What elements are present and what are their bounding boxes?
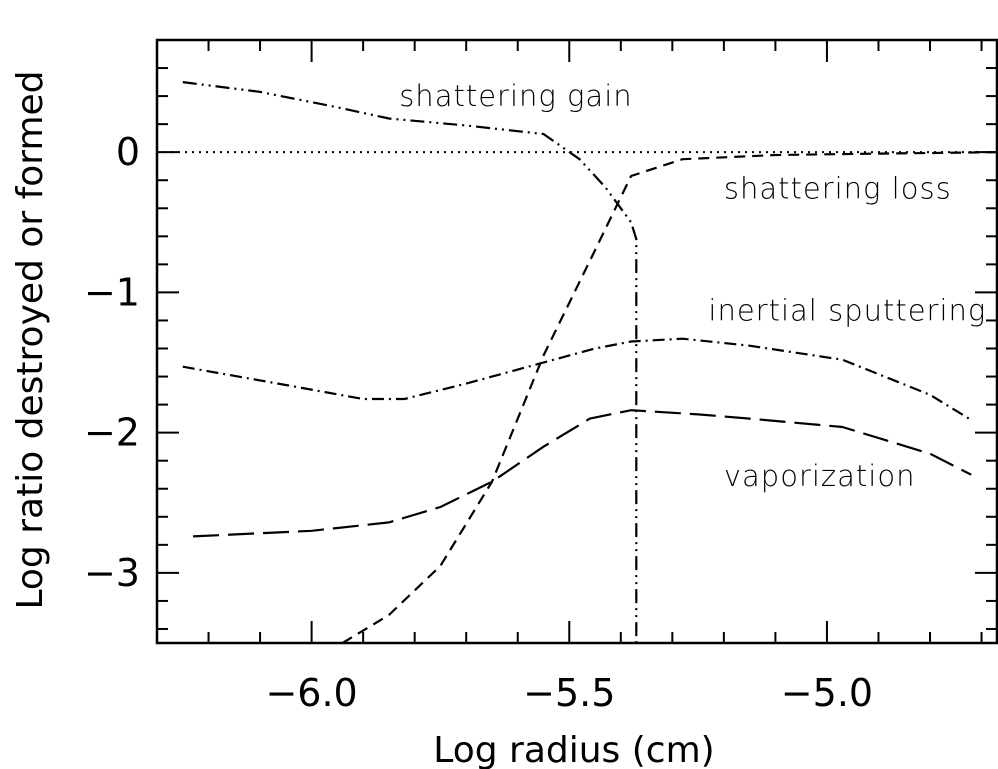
ticks: −6.0 −5.5 −5.0 0 −1 −2 −3 (84, 39, 997, 715)
x-tick-label: −5.0 (781, 671, 873, 715)
plot-border (155, 38, 998, 645)
y-tick-label: −2 (84, 411, 140, 455)
y-axis-title: Log ratio destroyed or formed (10, 70, 51, 609)
series-shattering-loss (341, 151, 998, 644)
series-shattering-gain (182, 81, 638, 643)
plot-frame (155, 38, 998, 645)
annotation-inertial-sputtering: inertial sputtering (708, 293, 986, 327)
x-axis-title: Log radius (cm) (433, 730, 714, 769)
y-tick-label: 0 (116, 130, 140, 174)
series-vaporization (193, 409, 972, 538)
annotation-shattering-gain: shattering gain (399, 79, 632, 113)
annotation-vaporization: vaporization (724, 459, 916, 493)
y-tick-label: −1 (84, 270, 140, 314)
x-tick-label: −5.5 (523, 671, 615, 715)
annotations: shattering gain shattering loss inertial s… (399, 79, 986, 493)
y-tick-label: −3 (84, 551, 140, 595)
x-tick-label: −6.0 (265, 671, 357, 715)
series-lines (182, 81, 998, 644)
annotation-shattering-loss: shattering loss (724, 171, 952, 205)
